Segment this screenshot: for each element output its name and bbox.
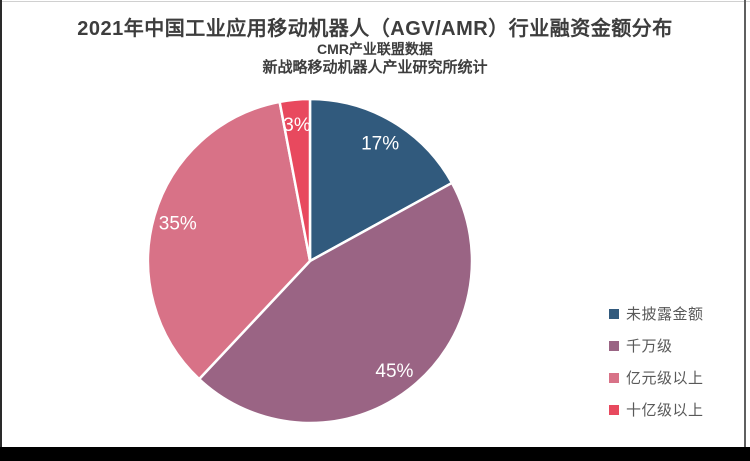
bottom-bar [0, 447, 750, 461]
legend-label: 十亿级以上 [626, 402, 704, 419]
frame-border-top [0, 1, 750, 2]
legend-label: 亿元级以上 [626, 370, 704, 387]
pie-data-label: 35% [159, 214, 197, 235]
pie-slice-3 [146, 100, 312, 381]
legend-item: 千万级 [609, 335, 704, 356]
chart-subtitle-stat: 新战略移动机器人产业研究所统计 [262, 59, 488, 76]
legend-item: 亿元级以上 [609, 367, 704, 388]
legend-marker-icon [609, 308, 619, 319]
chart-subtitle-source: CMR产业联盟数据 [317, 41, 433, 57]
frame-border-left [0, 0, 2, 461]
pie-slice-2 [197, 181, 474, 425]
legend-item: 未披露金额 [609, 303, 704, 324]
frame-border-right [744, 0, 746, 461]
legend: 未披露金额千万级亿元级以上十亿级以上 [609, 303, 704, 420]
pie-slice-4 [278, 97, 312, 263]
chart-title: 2021年中国工业应用移动机器人（AGV/AMR）行业融资金额分布 [77, 18, 673, 40]
pie-data-label: 17% [361, 134, 399, 155]
legend-marker-icon [609, 404, 619, 415]
pie-data-label: 3% [283, 115, 311, 136]
legend-label: 未披露金额 [626, 306, 704, 323]
pie-data-label: 45% [375, 361, 413, 382]
legend-marker-icon [609, 340, 619, 351]
pie-slice-1 [308, 97, 454, 263]
legend-marker-icon [609, 372, 619, 383]
legend-label: 千万级 [626, 338, 673, 355]
legend-item: 十亿级以上 [609, 399, 704, 420]
